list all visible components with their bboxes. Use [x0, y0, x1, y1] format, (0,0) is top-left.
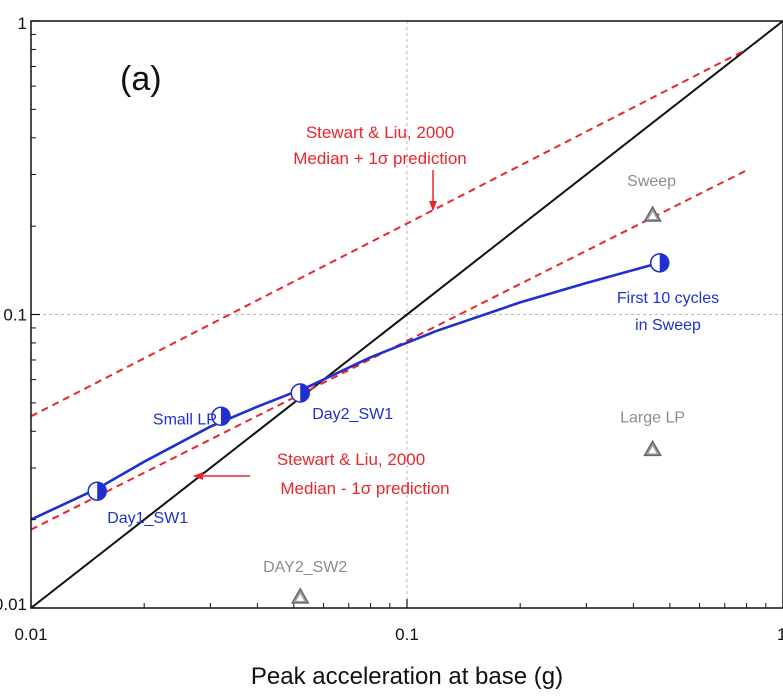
marker-circle-fill	[97, 482, 107, 501]
annotation-minus-line2: Median - 1σ prediction	[280, 479, 449, 498]
x-tick-label: 0.1	[395, 625, 419, 644]
y-tick-label: 1	[18, 14, 27, 33]
marker-circle-fill	[220, 407, 230, 426]
x-axis-label: Peak acceleration at base (g)	[251, 663, 563, 690]
y-tick-label: 0.01	[0, 595, 27, 614]
line-first_10_cycles	[31, 261, 661, 521]
y-tick-label: 0.1	[3, 306, 27, 325]
point-label: Sweep	[627, 173, 676, 190]
axis-ticks: 0.01 0.1 1 0.01 0.1 1	[0, 14, 783, 644]
point-label: Day1_SW1	[107, 510, 188, 527]
line-stewart_liu_plus	[31, 48, 748, 418]
annotation-cycles-line1: First 10 cycles	[617, 290, 719, 307]
point-label: Large LP	[620, 409, 685, 426]
grid-lines	[31, 21, 783, 608]
point-label: DAY2_SW2	[263, 559, 347, 576]
panel-label: (a)	[120, 60, 162, 98]
marker-circle-fill	[300, 384, 310, 403]
chart-lines	[31, 21, 783, 608]
point-label: Day2_SW1	[312, 406, 393, 423]
annotation-cycles-line2: in Sweep	[635, 317, 701, 334]
annotation-plus-line2: Median + 1σ prediction	[293, 149, 467, 168]
x-tick-label: 1	[777, 625, 783, 644]
annotation-minus-line1: Stewart & Liu, 2000	[277, 450, 425, 469]
x-tick-label: 0.01	[14, 625, 47, 644]
point-label: Small LP	[153, 411, 217, 428]
data-markers: Day1_SW1 Small LP Day2_SW1 Sweep Large LP DAY…	[87, 173, 685, 604]
annotation-plus-line1: Stewart & Liu, 2000	[306, 123, 454, 142]
marker-circle-fill	[659, 253, 669, 272]
line-one_to_one	[31, 21, 783, 608]
marker-triangle-inner	[648, 211, 657, 219]
marker-triangle-inner	[648, 446, 657, 454]
marker-triangle-inner	[296, 593, 305, 601]
